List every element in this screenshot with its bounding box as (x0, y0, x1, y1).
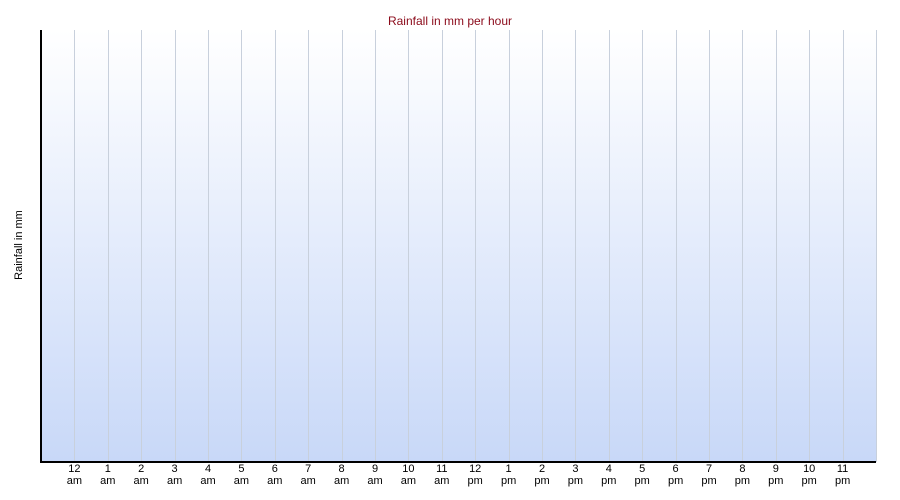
x-tick-label: 8 pm (735, 463, 750, 487)
x-tick-label: 9 pm (768, 463, 783, 487)
x-tick-label: 2 pm (534, 463, 549, 487)
x-tick-label: 6 pm (668, 463, 683, 487)
x-tick-label: 4 pm (601, 463, 616, 487)
x-tick-label: 11 pm (835, 463, 850, 487)
x-tick-label: 12 pm (468, 463, 483, 487)
x-tick-label: 10 am (401, 463, 416, 487)
x-tick-label: 5 pm (635, 463, 650, 487)
x-tick-label: 1 am (100, 463, 115, 487)
x-tick-label: 3 pm (568, 463, 583, 487)
x-tick-label: 10 pm (802, 463, 817, 487)
x-tick-label: 7 pm (701, 463, 716, 487)
x-tick-label: 5 am (234, 463, 249, 487)
chart-title: Rainfall in mm per hour (387, 14, 513, 28)
x-tick-label: 2 am (134, 463, 149, 487)
x-tick-label: 11 am (434, 463, 449, 487)
x-tick-label: 1 pm (501, 463, 516, 487)
x-tick-label: 12 am (67, 463, 82, 487)
x-tick-label: 3 am (167, 463, 182, 487)
x-tick-label: 4 am (200, 463, 215, 487)
x-tick-label: 9 am (367, 463, 382, 487)
x-tick-label: 8 am (334, 463, 349, 487)
plot-area (41, 30, 876, 462)
x-tick-label: 7 am (301, 463, 316, 487)
x-tick-label: 6 am (267, 463, 282, 487)
